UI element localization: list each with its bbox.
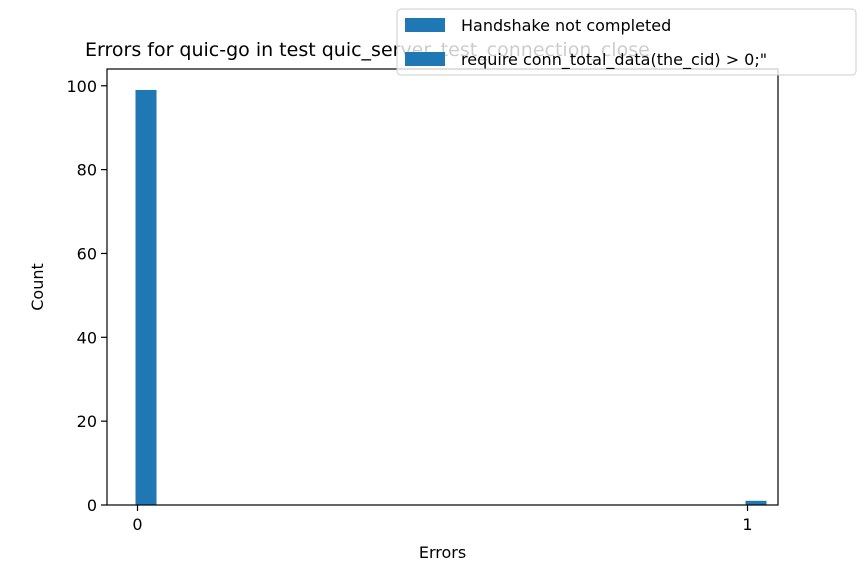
- y-axis-label: Count: [28, 263, 47, 311]
- y-tick-label: 0: [87, 496, 97, 515]
- x-tick-label: 0: [132, 515, 142, 534]
- bars-layer: [135, 89, 767, 505]
- bar-series-0-0: [135, 89, 157, 505]
- y-tick-label: 80: [77, 161, 97, 180]
- bar-series-1-0: [745, 500, 767, 505]
- y-axis: 0 20 40 60 80 100: [66, 77, 107, 515]
- legend-swatch: [405, 18, 445, 32]
- legend-entry-label: Handshake not completed: [461, 16, 671, 35]
- x-tick-label: 1: [742, 515, 752, 534]
- y-tick-label: 20: [77, 412, 97, 431]
- plot-area-frame: [106, 68, 779, 506]
- y-tick-label: 40: [77, 328, 97, 347]
- y-tick-label: 60: [77, 244, 97, 263]
- legend-entry-label: require conn_total_data(the_cid) > 0;": [461, 50, 767, 70]
- legend-swatch: [405, 52, 445, 66]
- legend: Handshake not completed require conn_tota…: [396, 8, 857, 76]
- legend-box: [396, 8, 857, 76]
- y-tick-label: 100: [66, 77, 97, 96]
- x-axis-label: Errors: [419, 543, 466, 562]
